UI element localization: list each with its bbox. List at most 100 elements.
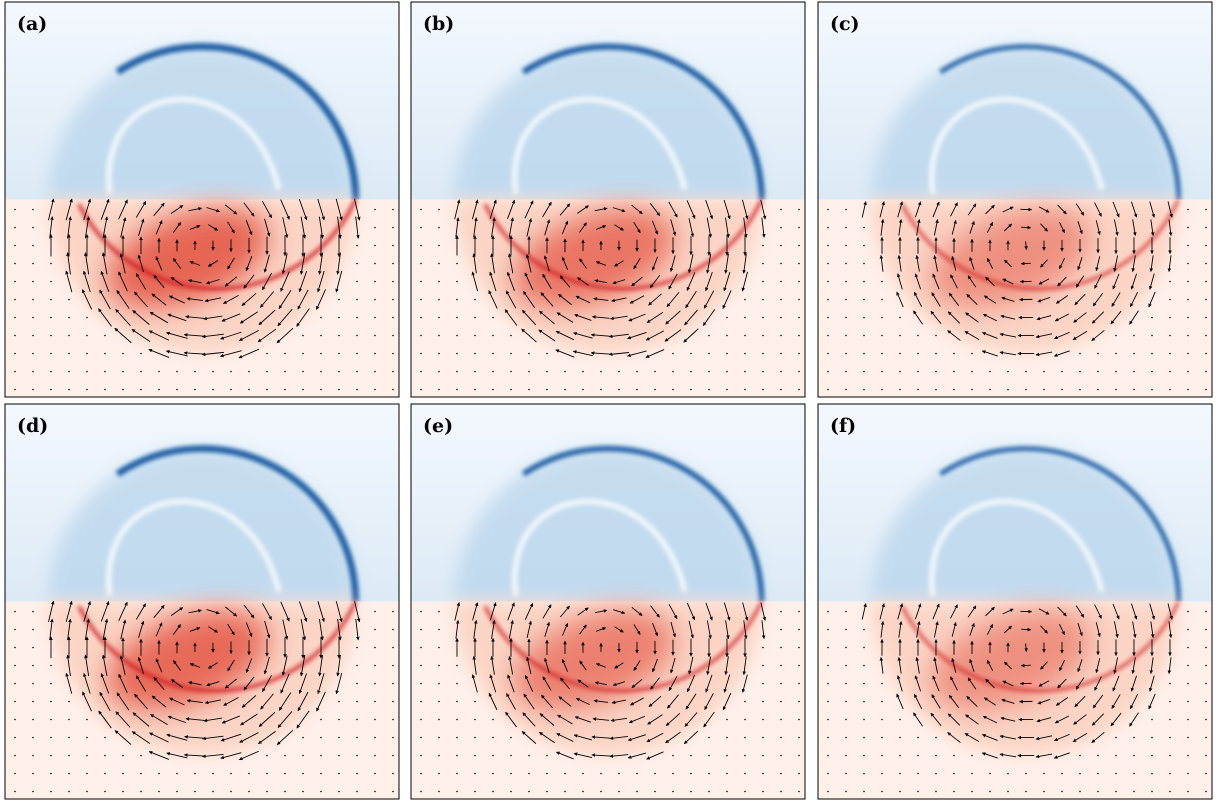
vector-arrow — [1131, 255, 1136, 272]
vector-dot — [104, 334, 106, 337]
vector-arrow — [335, 270, 343, 293]
vector-dot — [50, 334, 52, 337]
vector-dot — [546, 352, 548, 355]
vector-arrow — [933, 621, 939, 638]
vector-arrow — [489, 674, 497, 693]
vector-arrow — [149, 732, 169, 743]
vector-arrow — [335, 601, 343, 623]
vector-arrow — [151, 695, 167, 708]
vector-dot — [528, 790, 530, 793]
vector-arrow — [705, 199, 713, 220]
vector-dot — [1115, 790, 1117, 793]
vector-dot — [356, 316, 358, 319]
vector-dot — [780, 700, 782, 703]
vector-arrow — [559, 203, 571, 216]
vector-dot — [845, 718, 847, 721]
vector-arrow — [1112, 675, 1120, 692]
vector-arrow — [508, 217, 515, 238]
vector-arrow — [65, 198, 73, 221]
vector-dot — [845, 610, 847, 613]
vector-dot — [528, 352, 530, 355]
vector-dot — [1187, 646, 1189, 649]
vector-arrow — [897, 255, 902, 272]
vector-dot — [176, 388, 178, 391]
vector-dot — [827, 208, 829, 211]
vector-arrow — [1000, 314, 1016, 320]
vector-dot — [708, 772, 710, 775]
vector-arrow — [1038, 206, 1050, 213]
vector-dot — [762, 334, 764, 337]
vector-dot — [780, 334, 782, 337]
vector-arrow — [1021, 225, 1032, 230]
vector-dot — [266, 754, 268, 757]
vector-dot — [528, 772, 530, 775]
vector-arrow — [336, 252, 341, 275]
vector-dot — [726, 316, 728, 319]
vector-arrow — [897, 657, 902, 674]
vector-arrow — [1113, 621, 1119, 638]
vector-arrow — [556, 312, 574, 323]
vector-dot — [438, 736, 440, 739]
vector-dot — [338, 700, 340, 703]
vector-dot — [420, 718, 422, 721]
vector-dot — [212, 388, 214, 391]
vector-dot — [798, 262, 800, 265]
vector-dot — [798, 664, 800, 667]
vector-dot — [14, 736, 16, 739]
vector-arrow — [558, 293, 572, 306]
vector-arrow — [82, 270, 91, 293]
vector-dot — [50, 298, 52, 301]
vector-dot — [212, 790, 214, 793]
vector-dot — [374, 298, 376, 301]
vector-arrow — [608, 352, 629, 356]
vector-arrow — [1040, 223, 1048, 232]
vector-dot — [68, 700, 70, 703]
vector-arrow — [1148, 693, 1156, 710]
vector-dot — [68, 754, 70, 757]
vector-arrow — [277, 711, 293, 728]
panel-frame — [4, 403, 400, 800]
vector-dot — [230, 772, 232, 775]
vector-arrow — [220, 733, 242, 742]
vector-dot — [600, 772, 602, 775]
vector-arrow — [951, 658, 957, 673]
vector-dot — [827, 226, 829, 229]
vector-dot — [899, 736, 901, 739]
vector-dot — [392, 298, 394, 301]
vector-dot — [546, 790, 548, 793]
vector-dot — [1205, 610, 1207, 613]
vector-arrow — [65, 270, 73, 293]
vector-arrow — [702, 309, 716, 326]
vector-dot — [32, 208, 34, 211]
vector-dot — [636, 370, 638, 373]
vector-arrow — [473, 619, 478, 639]
vector-arrow — [239, 732, 259, 743]
vector-arrow — [524, 603, 534, 620]
vector-arrow — [913, 693, 923, 710]
vector-dot — [32, 388, 34, 391]
vector-dot — [374, 262, 376, 265]
vector-arrow — [202, 753, 224, 759]
vector-dot — [672, 790, 674, 793]
vector-arrow — [573, 734, 593, 741]
vector-dot — [68, 772, 70, 775]
vector-arrow — [646, 751, 664, 760]
vector-arrow — [650, 605, 660, 618]
vector-dot — [456, 664, 458, 667]
upper-inner — [511, 498, 688, 597]
vector-arrow — [1035, 735, 1053, 741]
vector-dot — [14, 226, 16, 229]
vector-dot — [744, 388, 746, 391]
vector-dot — [438, 700, 440, 703]
vector-dot — [32, 718, 34, 721]
vector-dot — [953, 790, 955, 793]
vector-arrow — [964, 732, 980, 743]
vector-dot — [798, 700, 800, 703]
vector-dot — [780, 316, 782, 319]
vector-arrow — [489, 271, 497, 292]
vector-dot — [86, 736, 88, 739]
vector-dot — [510, 352, 512, 355]
shock-front — [939, 446, 1181, 602]
vector-dot — [158, 790, 160, 793]
vector-dot — [1151, 316, 1153, 319]
